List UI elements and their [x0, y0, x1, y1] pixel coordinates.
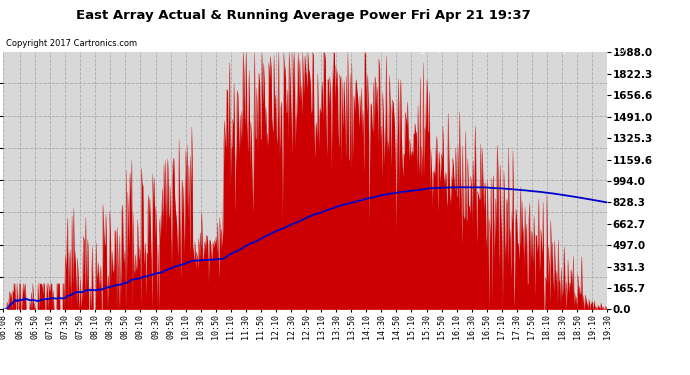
Text: East Array Actual & Running Average Power Fri Apr 21 19:37: East Array Actual & Running Average Powe… [76, 9, 531, 22]
Text: Average  (DC Watts): Average (DC Watts) [391, 45, 489, 54]
Text: Copyright 2017 Cartronics.com: Copyright 2017 Cartronics.com [6, 39, 137, 48]
Text: East Array  (DC Watts): East Array (DC Watts) [520, 45, 626, 54]
